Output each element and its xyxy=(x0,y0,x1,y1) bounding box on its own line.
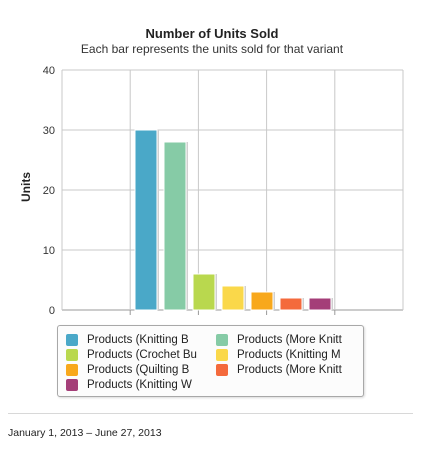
bar xyxy=(134,129,158,311)
bar xyxy=(221,285,245,311)
legend-label: Products (More Knitt xyxy=(237,364,342,376)
bar xyxy=(308,297,332,311)
legend-label: Products (Knitting M xyxy=(237,349,341,361)
bar xyxy=(163,141,187,311)
date-range: January 1, 2013 – June 27, 2013 xyxy=(8,427,162,439)
legend-item[interactable]: Products (Knitting M xyxy=(216,347,341,363)
grid-lines xyxy=(61,69,404,315)
legend-swatch xyxy=(216,334,228,346)
legend-swatch xyxy=(216,364,228,376)
legend-item[interactable]: Products (More Knitt xyxy=(216,362,342,378)
y-tick-label: 20 xyxy=(43,185,55,197)
legend-swatch xyxy=(66,364,78,376)
bar xyxy=(192,273,216,311)
bar xyxy=(279,297,303,311)
y-tick-label: 40 xyxy=(43,65,55,77)
y-tick-label: 0 xyxy=(49,305,55,317)
legend: Products (Knitting B Products (More Knitt… xyxy=(57,325,364,397)
legend-item[interactable]: Products (Knitting W xyxy=(66,377,192,393)
legend-label: Products (More Knitt xyxy=(237,334,342,346)
legend-item[interactable]: Products (More Knitt xyxy=(216,332,342,348)
legend-item[interactable]: Products (Crochet Bu xyxy=(66,347,197,363)
chart-subtitle: Each bar represents the units sold for t… xyxy=(80,42,344,56)
legend-item[interactable]: Products (Quilting B xyxy=(66,362,189,378)
y-axis-label: Units xyxy=(19,172,33,202)
legend-swatch xyxy=(216,349,228,361)
legend-swatch xyxy=(66,349,78,361)
y-tick-label: 30 xyxy=(43,125,55,137)
y-tick-labels: 0 10 20 30 40 xyxy=(43,65,55,317)
y-tick-label: 10 xyxy=(43,245,55,257)
legend-item[interactable]: Products (Knitting B xyxy=(66,332,189,348)
bar xyxy=(250,291,274,311)
divider xyxy=(8,413,413,414)
chart-title: Number of Units Sold xyxy=(145,26,279,41)
legend-swatch xyxy=(66,334,78,346)
legend-label: Products (Quilting B xyxy=(87,364,190,376)
bars xyxy=(134,129,333,311)
legend-label: Products (Knitting B xyxy=(87,334,189,346)
legend-swatch xyxy=(66,379,78,391)
legend-label: Products (Knitting W xyxy=(87,379,192,391)
legend-label: Products (Crochet Bu xyxy=(87,349,197,361)
